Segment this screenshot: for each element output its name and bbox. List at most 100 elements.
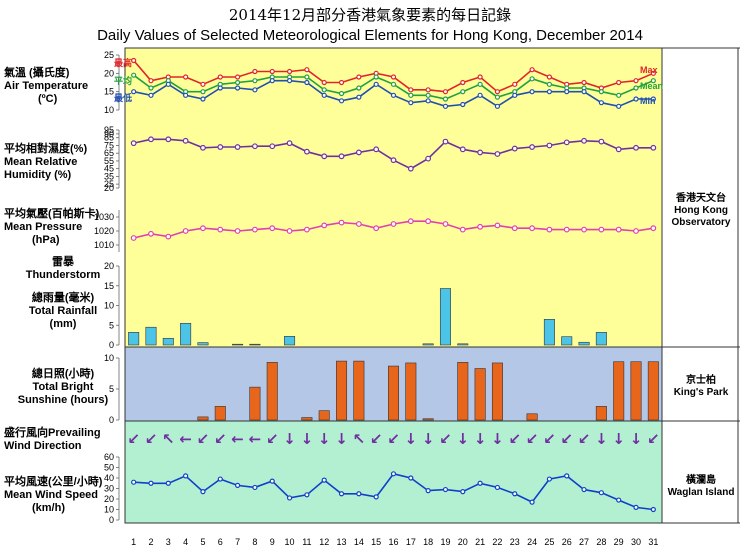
x-tick-label: 21 (475, 537, 485, 547)
temp-tick-label: 15 (104, 87, 114, 97)
pres-point (148, 230, 154, 237)
pres-tick-label: 1020 (94, 226, 114, 236)
wind-direction-arrow: ↙ (439, 430, 452, 448)
rh-point (511, 145, 518, 152)
sun-bar (249, 386, 261, 421)
x-tick-label: 8 (252, 537, 257, 547)
pres-point (581, 226, 587, 233)
rh-label-zh: 平均相對濕度(%) (4, 143, 88, 155)
temp-mean-point (598, 89, 604, 95)
rh-point (494, 151, 501, 157)
sun-bar (318, 410, 330, 421)
sun-label-en2: Sunshine (hours) (17, 394, 109, 406)
temp-min-point (356, 94, 362, 100)
temp-max-point (304, 67, 310, 73)
wind-direction-arrow: ↖ (353, 430, 366, 448)
pres-point (425, 218, 432, 225)
wspd-point (477, 480, 483, 486)
x-tick-label: 25 (544, 537, 554, 547)
temp-min-point (616, 103, 622, 109)
rain-bar (439, 288, 451, 346)
sun-bar (266, 362, 278, 421)
wind-direction-arrow: ↓ (595, 430, 608, 448)
x-tick-label: 6 (218, 537, 223, 547)
rh-point (477, 149, 484, 156)
temp-min-point (581, 89, 587, 95)
wind-direction-arrow: ↙ (145, 430, 158, 448)
temp-max-point (356, 74, 362, 80)
wspd-point (616, 497, 622, 503)
x-tick-label: 4 (183, 537, 188, 547)
wspd-tick-label: 0 (109, 515, 114, 525)
legend-max-zh: 最高 (114, 57, 132, 68)
x-tick-label: 16 (388, 537, 398, 547)
rain-bar (232, 343, 244, 346)
rh-point (581, 137, 587, 144)
temp-mean-point (633, 85, 639, 91)
wind-direction-arrow: ← (179, 430, 192, 448)
rain-tick-label: 0 (109, 340, 114, 350)
rain-label-unit: (mm) (49, 318, 77, 330)
temp-max-point (217, 74, 223, 80)
rain-label-en: Total Rainfall (28, 305, 98, 317)
wspd-point (356, 491, 362, 497)
rh-point (252, 143, 258, 150)
temp-mean-point (356, 85, 362, 91)
wind-direction-arrow: ↙ (127, 430, 140, 448)
sun-bar (630, 361, 642, 421)
temp-min-point (373, 81, 379, 87)
x-tick-label: 1 (131, 537, 136, 547)
rh-tick-label: 25 (104, 179, 114, 189)
temp-max-point (131, 57, 137, 64)
temp-min-point (269, 78, 275, 84)
temp-min-point (252, 87, 258, 93)
wind-direction-arrow: ↓ (405, 430, 418, 448)
wind-direction-arrow: ↙ (387, 430, 400, 448)
rh-point (633, 144, 639, 151)
pres-point (615, 226, 622, 233)
temp-min-point (390, 92, 397, 98)
wspd-point (269, 478, 275, 484)
sun-bar (474, 368, 486, 421)
wspd-point (321, 477, 327, 483)
pres-point (338, 219, 345, 226)
wind-direction-arrow: ↓ (335, 430, 348, 448)
wspd-tick-label: 60 (104, 452, 114, 462)
wspd-tick-label: 10 (104, 505, 114, 515)
wspd-tick-label: 20 (104, 494, 114, 504)
legend-min-zh: 最低 (114, 92, 132, 103)
wspd-point (546, 476, 553, 482)
temp-max-point (234, 74, 241, 80)
sun-tick-label: 0 (109, 415, 114, 425)
rh-point (459, 146, 466, 153)
wind-direction-arrow: ↙ (526, 430, 539, 448)
rh-point (390, 157, 397, 164)
wspd-tick-label: 40 (104, 473, 114, 483)
x-tick-label: 30 (631, 537, 641, 547)
temp-mean-point (477, 81, 483, 87)
x-tick-label: 5 (200, 537, 205, 547)
pres-point (182, 228, 189, 234)
wind-direction-arrow: ↓ (474, 430, 487, 448)
wspd-label-zh: 平均風速(公里/小時) (4, 476, 103, 488)
temp-mean-point (252, 78, 258, 84)
wind-direction-arrow: ↙ (578, 430, 591, 448)
x-tick-label: 2 (148, 537, 153, 547)
wind-direction-arrow: ↓ (457, 430, 470, 448)
wind-direction-arrow: ↓ (301, 430, 314, 448)
sun-label: 總日照(小時) Total Bright Sunshine (hours) (4, 368, 122, 407)
sun-label-zh: 總日照(小時) (31, 368, 95, 380)
pres-point (442, 221, 449, 227)
temp-max-point (581, 79, 587, 86)
wspd-point (183, 473, 189, 479)
legend-max-en: Max (640, 65, 658, 75)
temp-max-point (546, 74, 553, 80)
pres-label-zh: 平均氣壓(百帕斯卡) (4, 208, 100, 220)
temp-max-point (408, 87, 414, 93)
temp-label-unit: (ºC) (38, 93, 58, 105)
temp-min-point (183, 92, 189, 98)
x-tick-label: 22 (492, 537, 502, 547)
temp-mean-point (390, 81, 397, 87)
sun-tick-label: 5 (109, 384, 114, 394)
rh-point (286, 140, 293, 147)
